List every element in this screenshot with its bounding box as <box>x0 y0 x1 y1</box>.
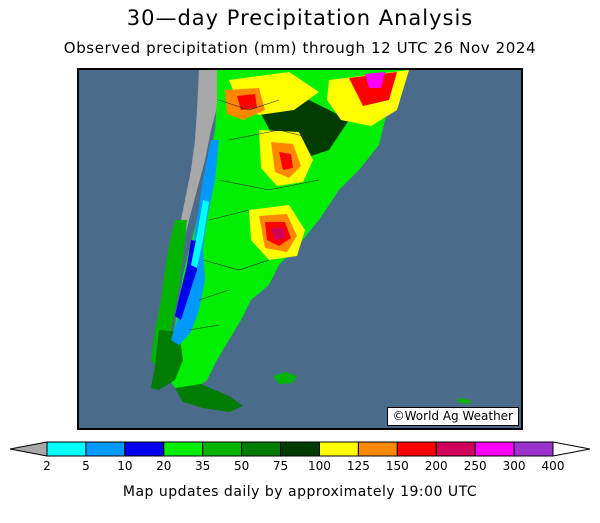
colorbar-left-cap <box>9 441 48 457</box>
colorbar-tick-label: 50 <box>233 459 250 473</box>
colorbar-tick-label: 250 <box>463 459 487 473</box>
colorbar-bin <box>46 441 87 457</box>
colorbar-tick-label: 20 <box>156 459 172 473</box>
colorbar-tick-label: 300 <box>502 459 526 473</box>
patagonia-dark-green <box>151 330 183 390</box>
colorbar-bin <box>124 441 165 457</box>
credit-label: ©World Ag Weather <box>386 407 519 426</box>
wet-red-northwest <box>237 94 257 110</box>
colorbar <box>9 441 591 457</box>
colorbar-tick-label: 10 <box>117 459 133 473</box>
map-subtitle: Observed precipitation (mm) through 12 U… <box>63 39 537 57</box>
colorbar-tick-label: 150 <box>385 459 409 473</box>
colorbar-tick-label: 400 <box>541 459 565 473</box>
colorbar-tick-label: 5 <box>82 459 90 473</box>
wet-red-northeast <box>349 72 397 106</box>
falkland-islands <box>273 372 297 384</box>
colorbar-bin <box>241 441 282 457</box>
colorbar-tick-label: 200 <box>424 459 448 473</box>
colorbar-tick-label: 2 <box>43 459 51 473</box>
tierra-del-fuego <box>175 384 243 412</box>
south-georgia <box>457 398 471 404</box>
map-canvas <box>151 70 471 412</box>
wet-magenta-northeast <box>365 72 385 88</box>
colorbar-bins <box>46 441 554 457</box>
colorbar-bin <box>357 441 398 457</box>
colorbar-bin <box>280 441 320 457</box>
colorbar-bin <box>474 441 515 457</box>
colorbar-bin <box>202 441 243 457</box>
map-title: 30—day Precipitation Analysis <box>126 6 474 30</box>
colorbar-tick-label: 100 <box>308 459 331 473</box>
colorbar-tick-label: 75 <box>272 459 289 473</box>
colorbar-bin <box>163 441 204 457</box>
update-note: Map updates daily by approximately 19:00… <box>122 484 478 500</box>
andes-cyan <box>191 200 209 268</box>
precipitation-map: ©World Ag Weather <box>77 68 523 430</box>
colorbar-right-cap <box>552 441 591 457</box>
colorbar-bin <box>318 441 359 457</box>
colorbar-tick-label: 35 <box>195 459 211 473</box>
wet-magenta-buenos-aires <box>271 228 285 240</box>
colorbar-bin <box>513 441 554 457</box>
colorbar-bin <box>396 441 437 457</box>
colorbar-bin <box>85 441 126 457</box>
colorbar-tick-label: 125 <box>346 459 370 473</box>
border-lines <box>188 99 320 331</box>
wet-red-central-north <box>279 152 293 170</box>
colorbar-bin <box>435 441 476 457</box>
